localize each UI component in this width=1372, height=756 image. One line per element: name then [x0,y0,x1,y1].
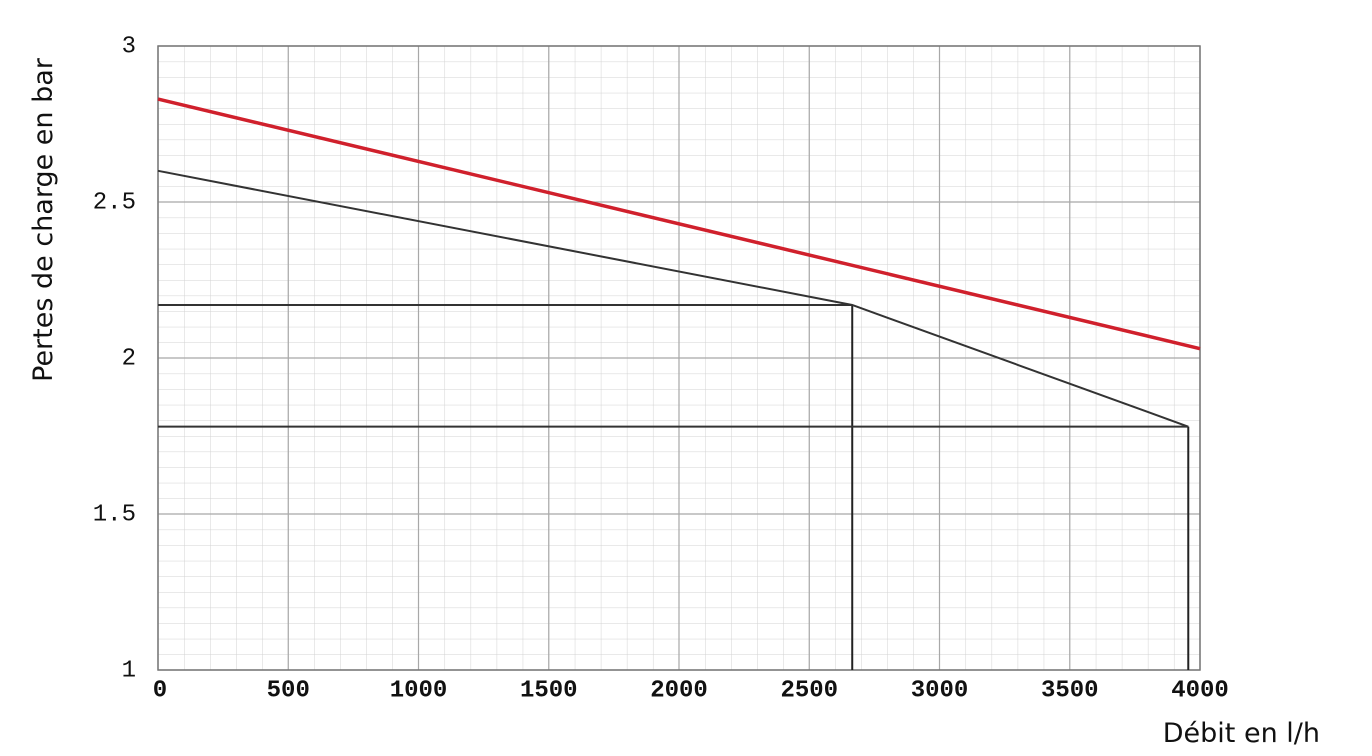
y-tick-label: 1 [122,657,136,684]
x-tick-label: 1500 [520,677,578,704]
x-tick-label: 0 [153,677,167,704]
y-tick-label: 2 [122,345,136,372]
line-series [157,97,1201,351]
plot-frame [157,45,1201,671]
x-tick-label: 3000 [911,677,969,704]
y-tick-label: 1.5 [93,501,136,528]
y-tick-label: 3 [122,33,136,60]
plot: 1 1.5 2 2.5 3 0 500 1000 1500 2000 2500 3000 3500 400… [93,33,1229,704]
x-tick-label: 1000 [390,677,448,704]
y-axis-label: Pertes de charge en bar [28,57,59,382]
x-tick-label: 2000 [650,677,708,704]
x-tick-label: 2500 [780,677,838,704]
x-tick-label: 4000 [1171,677,1229,704]
line-series [157,169,1189,428]
x-axis-label: Débit en l/h [1163,718,1320,749]
x-tick-label: 500 [267,677,310,704]
x-tick-label: 3500 [1041,677,1099,704]
y-tick-label: 2.5 [93,189,136,216]
